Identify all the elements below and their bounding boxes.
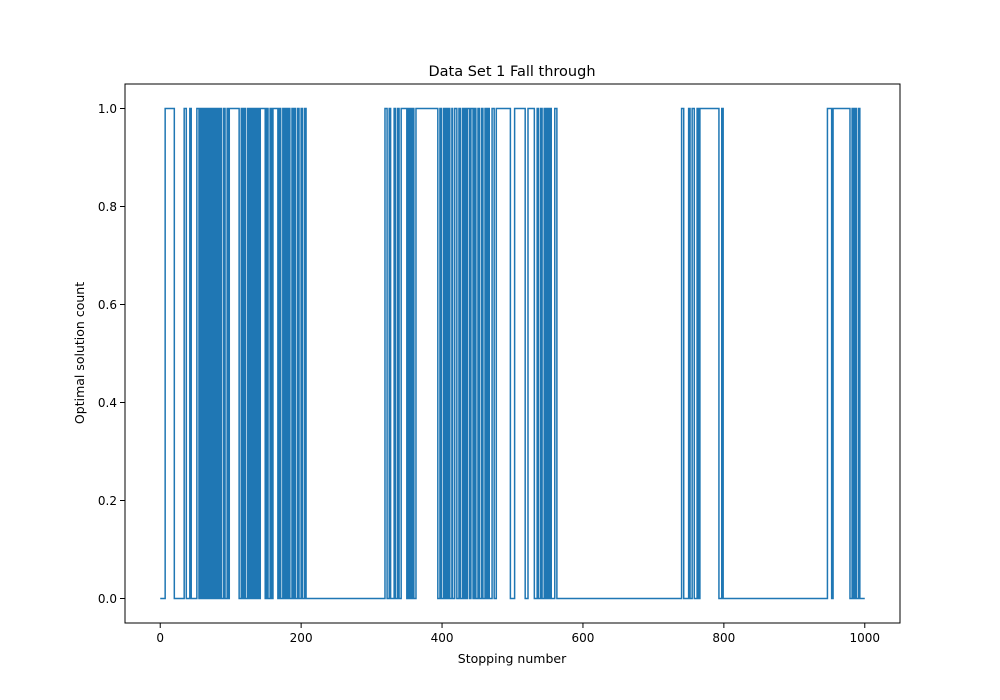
- x-axis-ticks: 0 200 400 600 800 1000: [156, 623, 880, 645]
- y-axis-label: Optimal solution count: [72, 282, 87, 424]
- y-tick-label: 0.8: [98, 200, 117, 214]
- x-tick-label: 200: [290, 631, 313, 645]
- axes-frame: [124, 83, 901, 624]
- y-tick-label: 0.6: [98, 298, 117, 312]
- x-tick-label: 0: [156, 631, 164, 645]
- y-tick-label: 0.4: [98, 396, 117, 410]
- plot-area: [160, 107, 865, 600]
- y-tick-label: 0.0: [98, 592, 117, 606]
- chart-title: Data Set 1 Fall through: [428, 64, 595, 80]
- y-tick-label: 1.0: [98, 102, 117, 116]
- x-tick-label: 400: [431, 631, 454, 645]
- x-tick-label: 1000: [849, 631, 880, 645]
- x-axis-label: Stopping number: [458, 651, 567, 666]
- x-tick-label: 800: [712, 631, 735, 645]
- y-axis-ticks: 0.0 0.2 0.4 0.6 0.8 1.0: [98, 102, 125, 606]
- series-step-line: [160, 107, 865, 600]
- y-tick-label: 0.2: [98, 494, 117, 508]
- x-tick-label: 600: [572, 631, 595, 645]
